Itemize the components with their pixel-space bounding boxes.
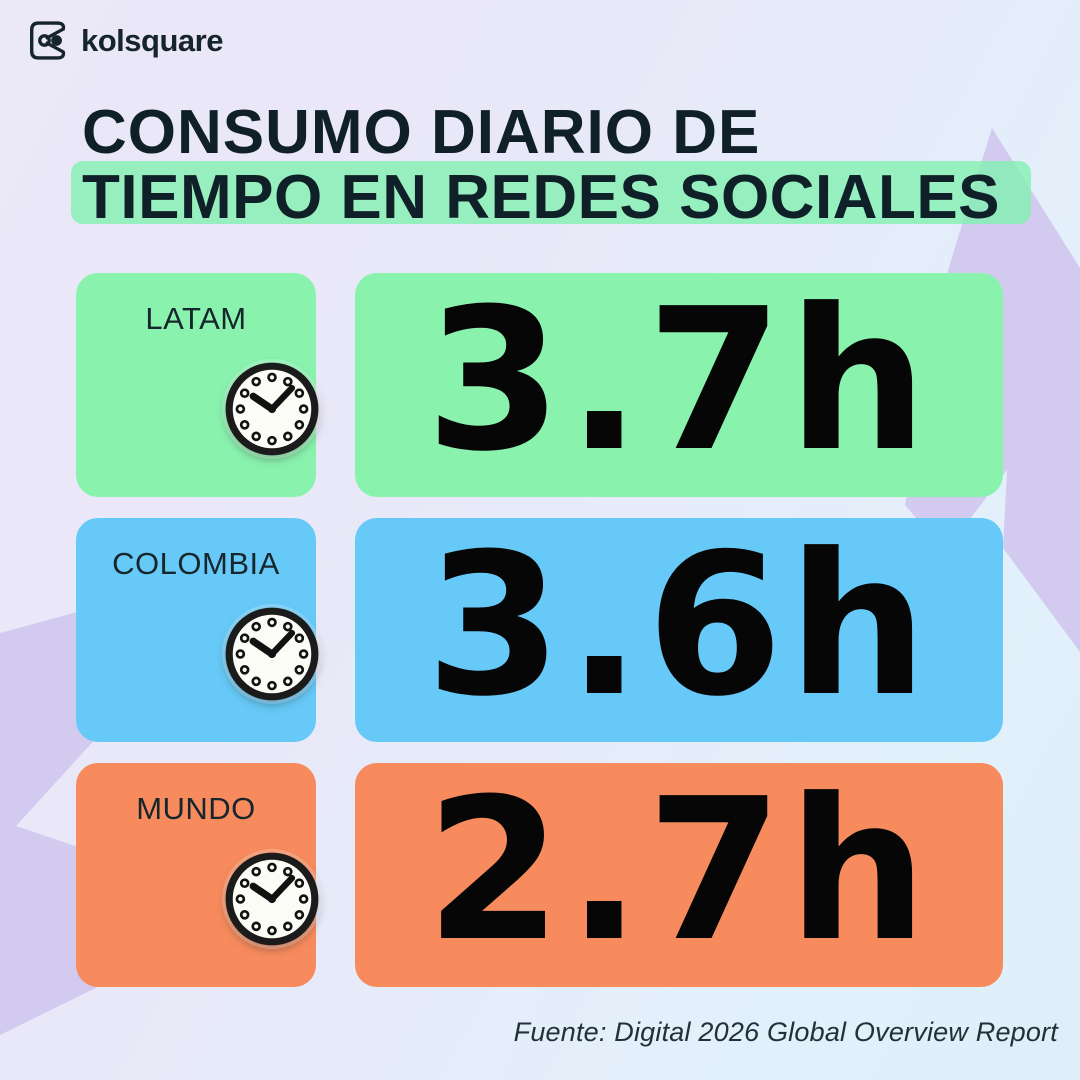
- mundo-value-card: 2.7h: [355, 763, 1003, 987]
- region-label: LATAM: [145, 301, 247, 336]
- title-highlight-band: [71, 161, 1031, 224]
- kolsquare-logo-text: kolsquare: [81, 22, 223, 58]
- mundo-label-card: MUNDO: [76, 763, 316, 987]
- data-row-mundo: MUNDO 2.7h: [0, 763, 1080, 987]
- kolsquare-logo: kolsquare: [25, 17, 223, 64]
- clock-icon: [221, 358, 323, 460]
- hours-value: 2.7h: [425, 757, 933, 985]
- hours-value: 3.6h: [425, 512, 933, 740]
- data-row-latam: LATAM 3.7h: [0, 273, 1080, 497]
- title-line-2: TIEMPO EN REDES SOCIALES: [82, 163, 1001, 232]
- region-label: MUNDO: [136, 791, 256, 826]
- source-attribution: Fuente: Digital 2026 Global Overview Rep…: [513, 1017, 1058, 1047]
- latam-value-card: 3.7h: [355, 273, 1003, 497]
- clock-icon: [221, 603, 323, 705]
- title-line-1: CONSUMO DIARIO DE: [82, 98, 761, 167]
- colombia-label-card: COLOMBIA: [76, 518, 316, 742]
- hours-value: 3.7h: [425, 267, 933, 495]
- clock-icon: [221, 848, 323, 950]
- colombia-value-card: 3.6h: [355, 518, 1003, 742]
- region-label: COLOMBIA: [112, 546, 280, 581]
- data-row-colombia: COLOMBIA 3.6h: [0, 518, 1080, 742]
- kolsquare-logo-icon: [30, 21, 66, 60]
- latam-label-card: LATAM: [76, 273, 316, 497]
